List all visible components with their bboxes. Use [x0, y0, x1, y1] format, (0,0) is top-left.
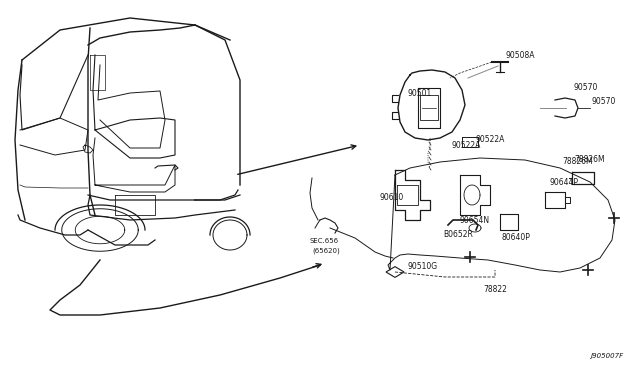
Text: (65620): (65620) — [312, 247, 340, 253]
Text: 90654N: 90654N — [460, 216, 490, 225]
Text: J905007F: J905007F — [590, 353, 623, 359]
Text: 90644P: 90644P — [550, 178, 579, 187]
Text: 90570: 90570 — [574, 83, 598, 92]
Text: 90508A: 90508A — [505, 51, 534, 60]
Text: 90510G: 90510G — [408, 262, 438, 271]
Polygon shape — [386, 267, 404, 278]
Text: 80640P: 80640P — [502, 233, 531, 242]
Text: B0652R: B0652R — [443, 230, 473, 239]
Text: SEC.656: SEC.656 — [310, 238, 339, 244]
Text: 90522A: 90522A — [452, 141, 481, 150]
Text: 90522A: 90522A — [475, 135, 504, 144]
Text: 90501: 90501 — [408, 89, 432, 98]
Text: 90570: 90570 — [592, 97, 616, 106]
Text: 78822: 78822 — [483, 285, 507, 294]
Text: 78826M: 78826M — [574, 155, 605, 164]
Text: 78826M: 78826M — [562, 157, 593, 166]
Text: 90610: 90610 — [380, 193, 404, 202]
